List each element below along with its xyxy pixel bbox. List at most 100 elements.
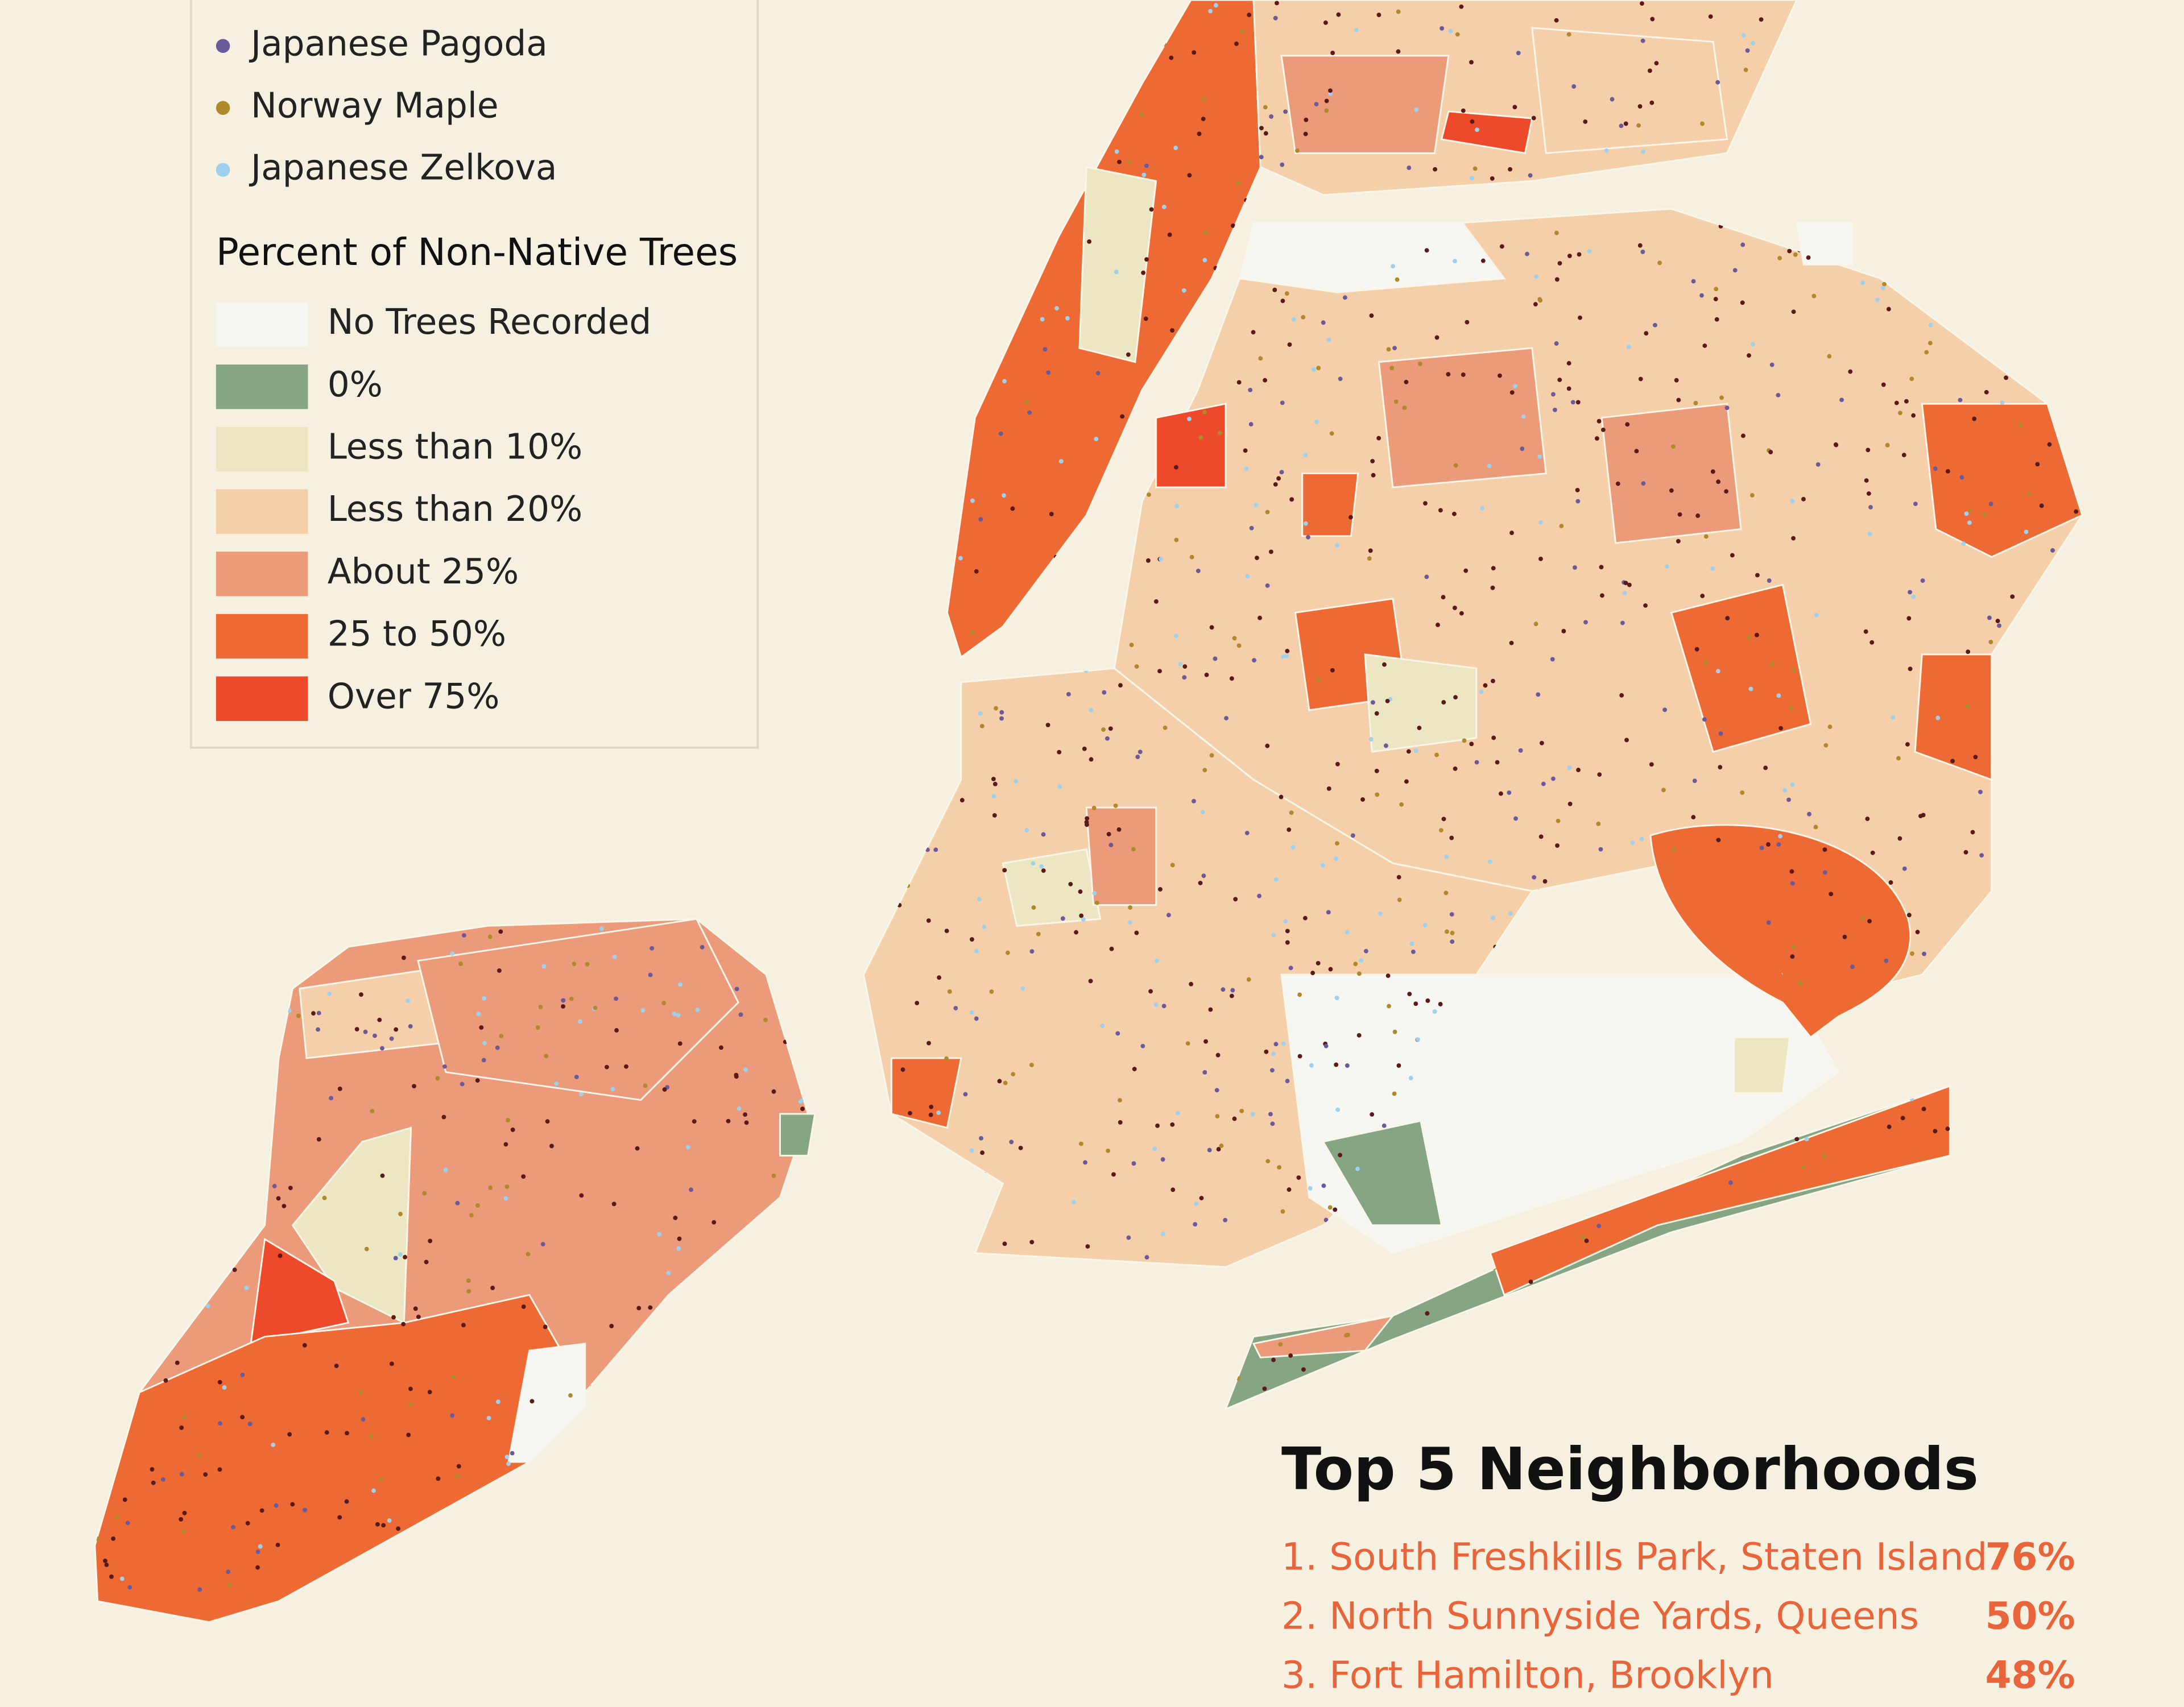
- tree-dot: [1525, 251, 1529, 256]
- district: [1733, 1036, 1791, 1094]
- tree-dot: [240, 1415, 245, 1420]
- tree-dot: [303, 1507, 307, 1513]
- tree-dot: [466, 1278, 471, 1283]
- tree-dot: [1414, 107, 1419, 112]
- tree-dot: [1389, 366, 1395, 371]
- tree-dot: [1404, 379, 1409, 384]
- tree-dot: [1002, 868, 1007, 873]
- tree-dot: [1637, 104, 1643, 109]
- tree-dot: [999, 710, 1004, 715]
- tree-dot: [1200, 810, 1205, 815]
- tree-dot: [1461, 108, 1466, 113]
- tree-dot: [272, 1184, 277, 1188]
- tree-dot: [1769, 661, 1774, 666]
- tree-dot: [1089, 757, 1094, 762]
- tree-dot: [363, 1029, 368, 1034]
- tree-dot: [1791, 536, 1796, 541]
- tree-dot: [1101, 727, 1106, 732]
- tree-dot: [427, 1390, 432, 1395]
- tree-dot: [442, 1064, 447, 1069]
- tree-dot: [1959, 475, 1964, 480]
- tree-dot: [1336, 12, 1341, 17]
- tree-dot: [482, 996, 487, 1001]
- tree-dot: [181, 1415, 187, 1420]
- tree-dot: [1649, 762, 1654, 767]
- tree-dot: [1865, 817, 1870, 821]
- tree-dot: [1368, 737, 1374, 742]
- tree-dot: [1804, 1137, 1809, 1142]
- tree-dot: [1356, 1033, 1362, 1038]
- tree-dot: [1787, 248, 1792, 254]
- tree-dot: [1262, 1386, 1267, 1391]
- tree-dot: [1823, 870, 1827, 875]
- tree-dot: [1759, 17, 1764, 22]
- tree-dot: [977, 897, 982, 902]
- tree-dot: [1554, 341, 1559, 346]
- tree-dot: [1626, 345, 1631, 349]
- tree-dot: [1978, 789, 1983, 794]
- freshkills: [250, 1237, 350, 1345]
- tree-dot: [743, 1112, 747, 1117]
- tree-dot: [1215, 1053, 1221, 1058]
- tree-dot: [1094, 900, 1099, 905]
- tree-dot: [1979, 853, 1984, 858]
- tree-dot: [290, 1502, 295, 1507]
- tree-dot: [316, 1027, 320, 1032]
- class-label: 25 to 50%: [328, 614, 506, 654]
- tree-dot: [1376, 436, 1381, 441]
- central-park: [1078, 166, 1157, 363]
- tree-dot: [689, 1187, 693, 1192]
- tree-dot: [1254, 556, 1259, 561]
- tree-dot: [1127, 920, 1132, 925]
- tree-dot: [1417, 726, 1422, 731]
- tree-dot: [1173, 465, 1178, 470]
- tree-dot: [1160, 1157, 1165, 1162]
- tree-dot: [1342, 295, 1347, 300]
- tree-dot: [997, 1079, 1002, 1084]
- tree-dot: [1528, 1279, 1533, 1285]
- tree-dot: [1801, 1165, 1806, 1170]
- tree-dot: [393, 1256, 398, 1261]
- legend-title: Percent of Non-Native Trees: [216, 230, 738, 274]
- tree-dot: [1141, 270, 1146, 275]
- tree-dot: [1647, 68, 1652, 73]
- tree-dot: [1441, 700, 1446, 705]
- tree-dot: [1896, 756, 1901, 761]
- tree-dot: [1269, 114, 1274, 119]
- tree-dot: [1345, 930, 1350, 935]
- tree-dot: [1619, 693, 1624, 698]
- tree-dot: [1208, 1007, 1213, 1012]
- tree-dot: [197, 1453, 202, 1458]
- tree-dot: [1625, 422, 1630, 427]
- tree-dot: [482, 1041, 487, 1046]
- tree-dot: [1700, 594, 1705, 598]
- tree-dot: [1567, 765, 1572, 770]
- tree-dot: [1314, 102, 1319, 107]
- tree-dot: [1054, 306, 1059, 311]
- tree-dot: [1766, 842, 1771, 847]
- tree-dot: [369, 1433, 374, 1439]
- tree-dot: [1455, 32, 1460, 37]
- tree-dot: [1654, 61, 1659, 66]
- tree-dot: [510, 1127, 515, 1132]
- tree-dot: [1694, 647, 1699, 652]
- tree-dot: [1088, 979, 1093, 984]
- tree-dot: [937, 975, 942, 980]
- tree-dot: [1623, 581, 1628, 586]
- tree-dot: [1537, 297, 1542, 302]
- tree-dot: [1259, 126, 1264, 131]
- tree-dot: [1406, 749, 1411, 754]
- tree-dot: [1135, 755, 1140, 759]
- tree-dot: [1901, 453, 1906, 458]
- class-swatch: [216, 489, 308, 534]
- tree-dot: [1259, 155, 1264, 160]
- tree-dot: [700, 944, 705, 950]
- tree-dot: [1283, 109, 1288, 114]
- tree-dot: [1027, 410, 1032, 415]
- tree-dot: [412, 1084, 416, 1089]
- tree-dot: [1908, 590, 1912, 595]
- tree-dot: [1297, 1054, 1302, 1059]
- tree-dot: [1776, 842, 1781, 847]
- tree-dot: [1277, 1165, 1282, 1170]
- tree-dot: [1005, 950, 1010, 955]
